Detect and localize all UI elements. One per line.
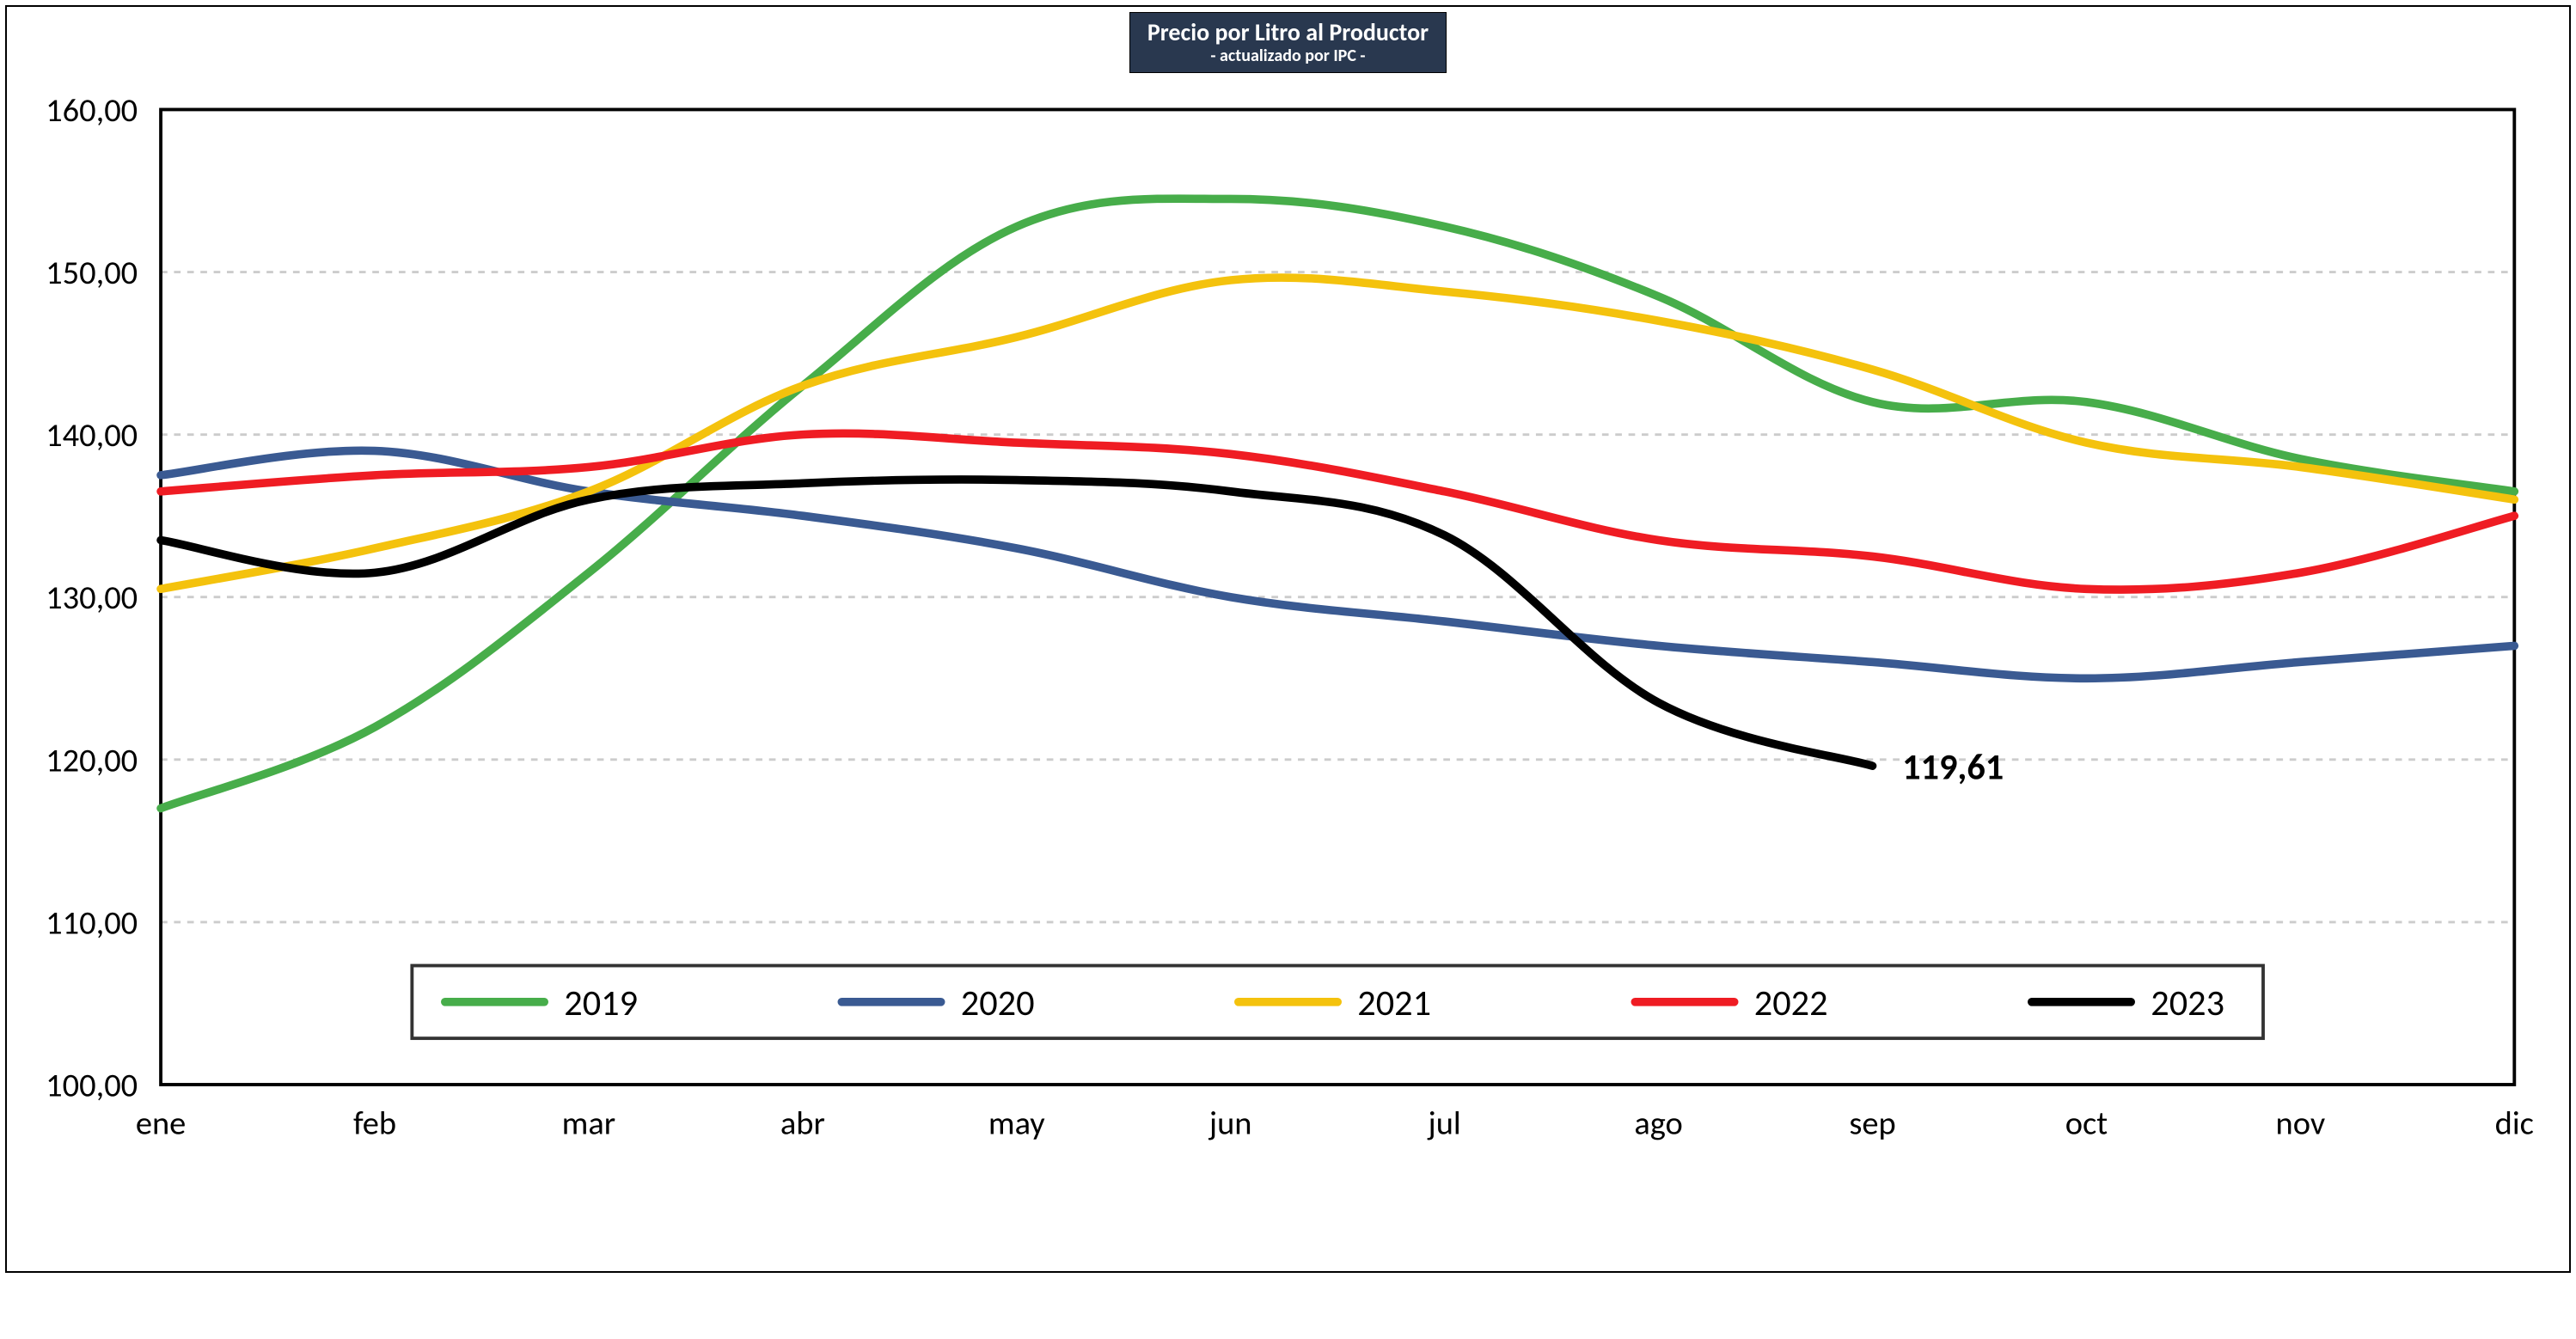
series-end-label: 119,61: [1902, 745, 2004, 789]
svg-text:150,00: 150,00: [46, 253, 138, 293]
svg-text:jun: jun: [1208, 1103, 1252, 1143]
svg-text:130,00: 130,00: [46, 578, 138, 618]
chart-title-box: Precio por Litro al Productor - actualiz…: [1129, 12, 1447, 73]
chart-area: 100,00 110,00 120,00 130,00 140,00 150,00 160,…: [12, 76, 2564, 1267]
chart-title-sub: - actualizado por IPC -: [1147, 46, 1429, 65]
chart-outer-frame: Precio por Litro al Productor - actualiz…: [5, 5, 2571, 1273]
series-line-2023: [161, 480, 1872, 766]
svg-text:120,00: 120,00: [46, 740, 138, 780]
svg-text:sep: sep: [1849, 1103, 1895, 1143]
legend-label-2020: 2020: [961, 981, 1035, 1025]
svg-text:nov: nov: [2276, 1103, 2326, 1143]
svg-text:ene: ene: [136, 1103, 186, 1143]
legend-label-2023: 2023: [2151, 981, 2224, 1025]
chart-title-main: Precio por Litro al Productor: [1147, 20, 1429, 46]
svg-text:feb: feb: [353, 1103, 396, 1143]
legend-label-2021: 2021: [1357, 981, 1431, 1025]
legend: 2019 2020 2021 2022 2023: [412, 965, 2263, 1038]
svg-text:abr: abr: [780, 1103, 825, 1143]
svg-text:jul: jul: [1427, 1103, 1461, 1143]
svg-text:100,00: 100,00: [46, 1065, 138, 1105]
svg-text:may: may: [988, 1103, 1045, 1143]
svg-text:dic: dic: [2495, 1103, 2534, 1143]
svg-text:140,00: 140,00: [46, 415, 138, 456]
legend-label-2022: 2022: [1754, 981, 1828, 1025]
legend-label-2019: 2019: [564, 981, 638, 1025]
series-line-2020: [161, 450, 2514, 678]
svg-text:110,00: 110,00: [46, 902, 138, 943]
svg-text:ago: ago: [1634, 1103, 1683, 1143]
svg-text:oct: oct: [2065, 1103, 2108, 1143]
series-line-2021: [161, 278, 2514, 589]
line-chart-svg: 100,00 110,00 120,00 130,00 140,00 150,00 160,…: [12, 76, 2564, 1267]
svg-text:mar: mar: [562, 1103, 616, 1143]
svg-text:160,00: 160,00: [46, 90, 138, 131]
